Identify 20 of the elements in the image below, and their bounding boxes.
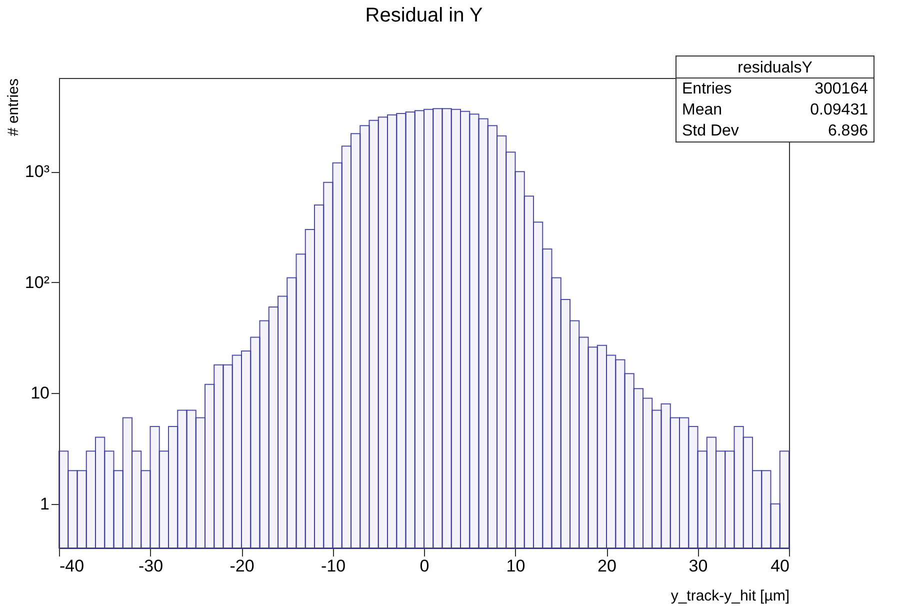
x-tick-label: 40 bbox=[770, 556, 790, 576]
text: residualsY bbox=[738, 60, 813, 76]
text: Std Dev 6.896 bbox=[682, 122, 868, 140]
x-tick-label: 20 bbox=[598, 556, 616, 576]
y-tick-label: 10 bbox=[30, 384, 50, 403]
text: Mean 0.09431 bbox=[682, 102, 868, 118]
y-axis-title: # entries bbox=[4, 78, 22, 136]
y-tick-label: 10³ bbox=[24, 162, 50, 182]
x-tick-label: 0 bbox=[420, 556, 430, 576]
x-tick-label: 10 bbox=[506, 556, 526, 576]
x-tick-label: -20 bbox=[230, 556, 254, 576]
x-tick-label: -10 bbox=[320, 556, 346, 576]
x-tick-label: -40 bbox=[60, 556, 84, 576]
text: Entries 300164 bbox=[682, 80, 868, 98]
x-axis-title: y_track-y_hit [µm] bbox=[670, 588, 790, 604]
chart-title: Residual in Y bbox=[365, 4, 483, 26]
x-tick-label: -30 bbox=[138, 556, 164, 576]
y-tick-label: 1 bbox=[40, 494, 50, 514]
x-tick-label: 30 bbox=[688, 556, 708, 576]
y-tick-label: 10² bbox=[24, 272, 50, 292]
